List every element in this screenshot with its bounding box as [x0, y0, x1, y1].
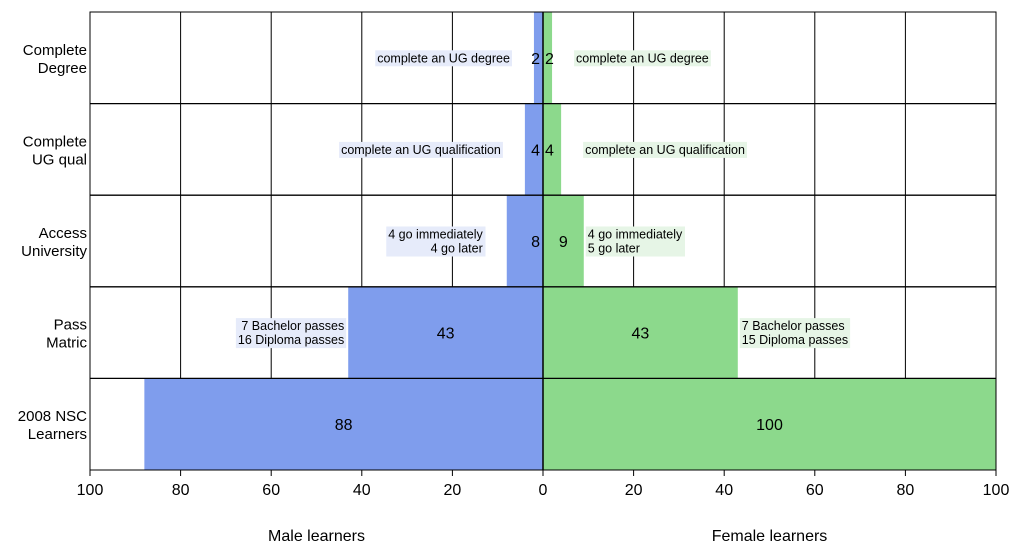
annotation-text: 7 Bachelor passes 16 Diploma passes — [238, 319, 344, 347]
annotation-text: 4 go immediately 5 go later — [588, 228, 683, 256]
male-value-label: 88 — [335, 417, 353, 434]
tick-label: 0 — [539, 482, 548, 499]
male-annotation: complete an UG qualification — [339, 141, 503, 158]
female-annotation: complete an UG degree — [574, 50, 711, 67]
tick-label: 80 — [897, 482, 915, 499]
bars — [144, 12, 996, 470]
annotation-text: 7 Bachelor passes 15 Diploma passes — [742, 319, 848, 347]
annotation-text: complete an UG qualification — [585, 143, 745, 157]
female-value-label: 43 — [631, 326, 649, 343]
male-annotation: 4 go immediately 4 go later — [386, 226, 486, 257]
male-bar — [524, 103, 543, 196]
tick-label: 40 — [353, 482, 371, 499]
female-value-label: 9 — [559, 234, 568, 251]
female-annotation: 7 Bachelor passes 15 Diploma passes — [739, 318, 851, 349]
female-value-label: 2 — [545, 51, 554, 68]
annotation-background — [739, 318, 851, 349]
male-value-label: 8 — [531, 234, 540, 251]
tick-label: 60 — [806, 482, 824, 499]
female-bar — [543, 286, 738, 379]
annotation-background — [339, 141, 503, 158]
x-axis-title-left: Male learners — [268, 528, 365, 545]
category-label: Access University — [21, 225, 87, 260]
female-bar — [543, 378, 996, 470]
annotation-text: complete an UG degree — [576, 51, 709, 65]
category-label: Pass Matric — [46, 317, 87, 352]
annotation-text: complete an UG qualification — [341, 143, 501, 157]
x-axis-title-right: Female learners — [712, 528, 828, 545]
female-bar — [543, 195, 584, 287]
female-annotation: 4 go immediately 5 go later — [585, 226, 686, 257]
male-bar — [506, 195, 543, 287]
female-annotation: complete an UG qualification — [583, 141, 747, 158]
annotation-background — [375, 50, 512, 67]
female-value-label: 100 — [756, 417, 783, 434]
annotation-background — [585, 226, 686, 257]
plot-frame — [89, 11, 997, 476]
labels: 100 80 60 40 20 0 20 40 60 80 100 Male learners Fema… — [18, 42, 1010, 545]
category-label: Complete Degree — [23, 42, 87, 77]
female-bar — [543, 103, 562, 196]
tick-label: 80 — [172, 482, 190, 499]
annotation-background — [386, 226, 486, 257]
category-label: 2008 NSC Learners — [18, 408, 87, 443]
female-value-label: 4 — [545, 142, 554, 159]
tick-label: 60 — [262, 482, 280, 499]
annotation-background — [235, 318, 347, 349]
tick-label: 100 — [983, 482, 1010, 499]
tick-label: 40 — [715, 482, 733, 499]
male-annotation: 7 Bachelor passes 16 Diploma passes — [235, 318, 347, 349]
annotation-background — [574, 50, 711, 67]
male-value-label: 43 — [437, 326, 455, 343]
male-bar — [533, 12, 543, 104]
male-bar — [144, 378, 544, 470]
tick-label: 20 — [444, 482, 462, 499]
annotation-background — [583, 141, 747, 158]
annotation-text: 4 go immediately 4 go later — [388, 228, 483, 256]
category-label: Complete UG qual — [23, 133, 87, 168]
male-annotation: complete an UG degree — [375, 50, 512, 67]
male-value-label: 2 — [531, 51, 540, 68]
male-value-label: 4 — [531, 142, 540, 159]
annotation-text: complete an UG degree — [377, 51, 510, 65]
tick-label: 100 — [77, 482, 104, 499]
male-bar — [348, 286, 543, 379]
female-bar — [543, 12, 553, 104]
tick-label: 20 — [625, 482, 643, 499]
